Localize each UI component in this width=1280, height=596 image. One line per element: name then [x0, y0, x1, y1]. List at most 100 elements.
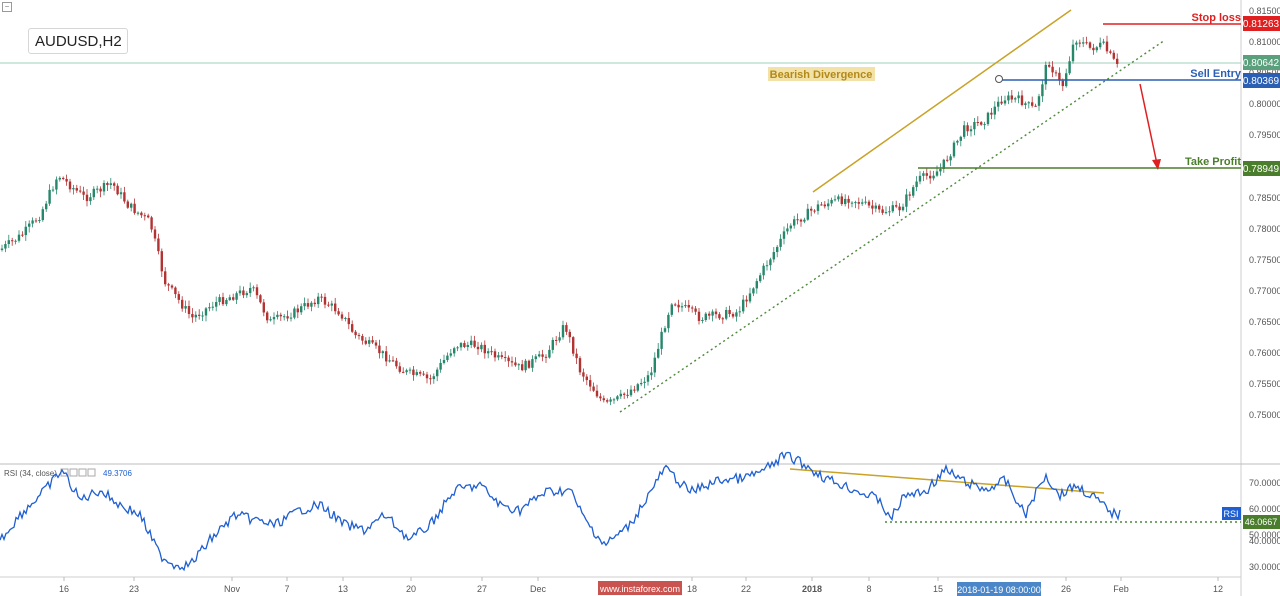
- candle-body: [565, 325, 568, 332]
- candle-body: [670, 304, 673, 315]
- price-tick-label: 0.77500: [1249, 255, 1280, 265]
- candle-body: [677, 304, 680, 308]
- candle-body: [752, 288, 755, 294]
- rsi-tick-label: 40.0000: [1249, 536, 1280, 546]
- time-tick-label: 16: [59, 584, 69, 594]
- sell-entry-label: Sell Entry: [1190, 68, 1242, 80]
- candle-body: [510, 361, 514, 363]
- candle-body: [1095, 47, 1098, 51]
- candle-body: [181, 299, 184, 309]
- candle-body: [1085, 42, 1088, 44]
- collapse-icon[interactable]: −: [2, 2, 12, 12]
- candle-body: [1051, 66, 1054, 73]
- candle-body: [45, 203, 48, 210]
- candle-body: [735, 312, 738, 317]
- candle-body: [728, 309, 731, 315]
- candle-body: [942, 159, 945, 169]
- candle-body: [412, 369, 415, 375]
- candle-body: [874, 205, 877, 209]
- candle-body: [157, 238, 160, 252]
- candle-body: [361, 336, 364, 341]
- candle-body: [820, 204, 823, 206]
- candle-body: [517, 364, 520, 366]
- price-tick-label: 0.78000: [1249, 224, 1280, 234]
- candle-body: [4, 244, 7, 249]
- watermark-text: www.instaforex.com: [599, 584, 680, 594]
- rsi-more-icon[interactable]: [87, 468, 96, 477]
- candle-body: [538, 354, 541, 357]
- candle-body: [371, 340, 374, 343]
- candle-body: [344, 317, 347, 319]
- candle-body: [357, 335, 361, 337]
- candle-body: [82, 191, 85, 195]
- candle-body: [133, 203, 136, 214]
- candle-body: [17, 234, 21, 241]
- candle-body: [976, 122, 979, 124]
- candle-body: [884, 212, 888, 214]
- sell-entry-handle[interactable]: [995, 75, 1003, 83]
- rsi-support-badge: [1243, 515, 1280, 529]
- candle-body: [300, 306, 303, 313]
- candle-body: [864, 201, 867, 203]
- candle-body: [405, 370, 408, 373]
- candle-body: [398, 366, 401, 372]
- candle-body: [748, 293, 752, 302]
- candle-body: [963, 125, 966, 137]
- symbol-label[interactable]: AUDUSD,H2: [28, 28, 128, 54]
- candle-body: [425, 374, 429, 379]
- candle-body: [385, 351, 388, 362]
- candle-body: [721, 318, 724, 320]
- candle-body: [636, 384, 639, 391]
- sell-entry-badge: [1243, 73, 1280, 88]
- candle-body: [126, 201, 129, 208]
- time-tick-label: 8: [866, 584, 871, 594]
- candle-body: [626, 394, 629, 396]
- candle-body: [480, 344, 483, 350]
- candle-body: [432, 376, 435, 380]
- time-tick-label: Dec: [530, 584, 547, 594]
- candle-body: [1116, 58, 1119, 64]
- candle-body: [330, 303, 333, 306]
- candle-body: [340, 314, 344, 319]
- candle-body: [908, 194, 911, 196]
- candle-body: [1058, 72, 1061, 81]
- candle-body: [286, 316, 289, 319]
- cursor-date-text: 2018-01-19 08:00:00: [957, 585, 1041, 595]
- candle-body: [646, 375, 650, 382]
- candle-body: [857, 202, 860, 204]
- time-tick-label: 18: [687, 584, 697, 594]
- candle-body: [725, 309, 728, 319]
- candle-body: [41, 209, 44, 221]
- candle-body: [337, 311, 340, 315]
- watermark-badge: [598, 581, 682, 595]
- time-tick-label: Nov: [224, 584, 241, 594]
- candle-body: [796, 219, 799, 221]
- candle-body: [952, 142, 956, 157]
- candle-body: [925, 173, 928, 176]
- candle-body: [616, 396, 619, 400]
- candle-body: [867, 201, 871, 206]
- candle-body: [895, 205, 898, 207]
- candle-body: [381, 351, 384, 354]
- candle-body: [334, 303, 337, 312]
- candle-body: [1088, 42, 1092, 48]
- candle-body: [262, 302, 265, 313]
- candle-body: [799, 219, 803, 222]
- candle-body: [986, 112, 990, 125]
- candle-body: [878, 205, 881, 210]
- candle-body: [266, 312, 269, 321]
- candle-body: [68, 181, 72, 190]
- candlestick-series: [0, 35, 1119, 406]
- candle-body: [585, 376, 588, 381]
- candle-body: [164, 271, 167, 285]
- candle-body: [1061, 80, 1064, 87]
- candle-body: [215, 302, 218, 307]
- candle-body: [609, 399, 612, 402]
- candle-body: [1003, 100, 1007, 104]
- rsi-settings-icon[interactable]: [69, 468, 78, 477]
- take-profit-badge-text: 0.78949: [1243, 164, 1280, 175]
- candle-body: [527, 360, 531, 368]
- rsi-close-icon[interactable]: [78, 468, 87, 477]
